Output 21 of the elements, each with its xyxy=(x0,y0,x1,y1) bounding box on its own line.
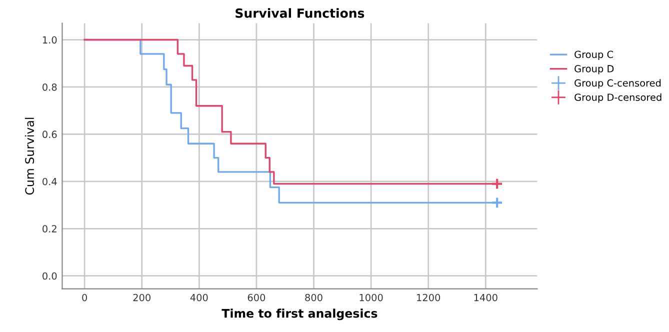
y-tick-label: 0.4 xyxy=(42,178,57,186)
x-tick-label: 600 xyxy=(248,294,266,302)
y-tick-label: 0.2 xyxy=(42,225,56,232)
y-axis-title: Cum Survival xyxy=(24,118,34,195)
x-tick-label: 1200 xyxy=(417,294,440,302)
legend-label: Group C xyxy=(574,50,613,60)
x-tick-label: 800 xyxy=(305,294,322,302)
legend-label: Group C-censored xyxy=(574,79,661,89)
x-tick-label: 1400 xyxy=(474,294,498,302)
legend-label: Group D xyxy=(574,65,614,74)
chart-title: Survival Functions xyxy=(236,8,364,18)
y-tick-label: 1.0 xyxy=(42,36,57,44)
legend-label: Group D-censored xyxy=(574,93,662,103)
x-tick-label: 0 xyxy=(82,294,88,302)
x-tick-label: 400 xyxy=(190,294,208,302)
y-tick-label: 0.6 xyxy=(42,130,57,138)
y-tick-label: 0.0 xyxy=(42,272,57,280)
x-axis-title: Time to first analgesics xyxy=(222,308,378,320)
y-tick-label: 0.8 xyxy=(42,83,57,91)
x-tick-label: 200 xyxy=(133,294,150,302)
x-tick-label: 1000 xyxy=(360,294,383,302)
